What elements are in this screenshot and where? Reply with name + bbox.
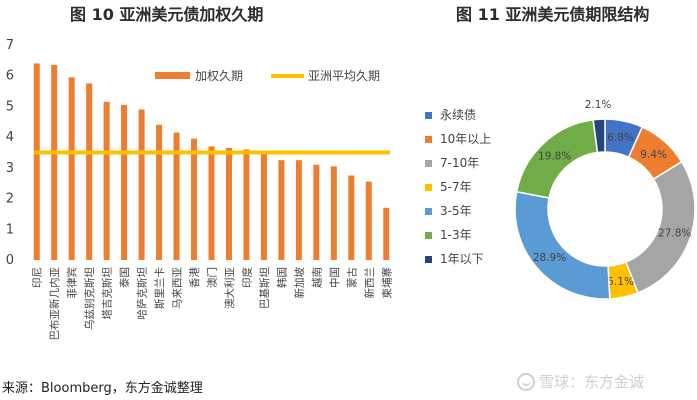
source-note: 来源：Bloomberg，东方金诚整理 [2, 381, 203, 396]
watermark: 雪球：东方金诚 [517, 371, 644, 392]
x-tick-label: 乌兹别克斯坦 [83, 267, 96, 330]
x-tick-label: 泰国 [118, 267, 131, 288]
x-tick-label: 巴基斯坦 [258, 267, 271, 309]
legend-label: 3-5年 [440, 204, 472, 218]
slice-value-label: 5.1% [607, 276, 634, 288]
bar [383, 207, 390, 260]
bar [121, 104, 128, 261]
x-tick-label: 新西兰 [363, 267, 376, 299]
donut-slice [514, 190, 611, 300]
x-tick-label: 韩国 [275, 267, 288, 288]
bar [138, 109, 145, 260]
slice-value-label: 2.1% [585, 99, 612, 111]
legend-label: 1-3年 [440, 228, 472, 242]
x-tick-label: 蒙古 [345, 267, 358, 288]
x-tick-label: 斯里兰卡 [153, 267, 166, 309]
slice-value-label: 27.8% [658, 227, 691, 239]
bar [86, 83, 93, 261]
legend-swatch [425, 136, 432, 143]
y-tick-label: 0 [6, 253, 14, 268]
bar-chart: 0 1 2 3 4 5 6 7 印尼 巴布亚新几内亚 菲律宾 乌兹别克斯坦 塔吉克斯坦 泰国 哈萨克斯坦 斯里… [6, 38, 394, 341]
x-tick-label: 菲律宾 [66, 267, 79, 299]
legend-label: 5-7年 [440, 180, 472, 194]
legend-swatch-weighted-duration [155, 72, 190, 79]
x-tick-label: 柬埔寨 [380, 267, 393, 299]
legend-swatch [425, 208, 432, 215]
bar [225, 147, 232, 260]
bar [260, 150, 267, 260]
x-tick-label: 巴布亚新几内亚 [48, 267, 61, 341]
legend-swatch [425, 160, 432, 167]
pie-chart-title: 图 11 亚洲美元债期限结构 [456, 5, 650, 24]
legend-label: 1年以下 [440, 252, 484, 266]
bar [295, 160, 302, 260]
bar [51, 64, 58, 260]
slice-value-label: 19.8% [538, 150, 571, 162]
x-tick-label: 澳大利亚 [223, 267, 236, 309]
y-tick-label: 4 [6, 130, 14, 145]
legend-label: 7-10年 [440, 156, 479, 170]
x-tick-label: 马来西亚 [172, 267, 184, 309]
bar [156, 124, 163, 260]
x-tick-label: 塔吉克斯坦 [101, 267, 114, 320]
x-tick-label: 新加坡 [293, 267, 306, 299]
watermark-text: 雪球：东方金诚 [539, 373, 645, 391]
bar [365, 181, 372, 260]
x-tick-label: 中国 [328, 267, 341, 288]
x-tick-label: 越南 [310, 267, 323, 288]
donut-chart: 6.8% 9.4% 27.8% 5.1% 28.9% 19.8% 2.1% 永续债 10年以上 7… [425, 99, 696, 300]
legend-label-weighted-duration: 加权久期 [195, 69, 243, 83]
bar [348, 175, 355, 260]
bar [313, 164, 320, 260]
bar [33, 63, 40, 260]
donut-slice [592, 118, 606, 154]
x-tick-label: 印尼 [32, 267, 44, 288]
bar [191, 138, 198, 260]
legend-label: 10年以上 [440, 132, 491, 146]
y-tick-label: 5 [6, 99, 14, 114]
legend-swatch [425, 112, 432, 119]
y-tick-label: 1 [6, 222, 14, 237]
bar [278, 160, 285, 260]
bar [103, 101, 110, 260]
slice-value-label: 28.9% [533, 252, 566, 264]
bar [330, 166, 337, 260]
slice-value-label: 9.4% [640, 149, 667, 161]
snowball-logo-icon [517, 372, 535, 391]
y-tick-label: 2 [6, 192, 14, 207]
x-tick-label: 澳门 [206, 267, 219, 288]
legend-swatch [425, 184, 432, 191]
bar-chart-title: 图 10 亚洲美元债加权久期 [70, 5, 264, 24]
x-tick-label: 哈萨克斯坦 [136, 267, 149, 320]
bar [208, 146, 215, 260]
bar [68, 77, 75, 260]
legend-swatch [425, 232, 432, 239]
y-tick-label: 7 [6, 38, 14, 53]
y-tick-label: 3 [6, 161, 14, 176]
legend-swatch [425, 256, 432, 263]
slice-value-label: 6.8% [607, 132, 634, 144]
x-tick-label: 香港 [189, 267, 201, 288]
x-tick-label: 印度 [240, 267, 253, 288]
legend-label-average-duration: 亚洲平均久期 [308, 69, 380, 83]
legend-label: 永续债 [440, 108, 476, 122]
bar [243, 149, 250, 260]
bar [173, 132, 180, 260]
y-tick-label: 6 [6, 69, 14, 84]
